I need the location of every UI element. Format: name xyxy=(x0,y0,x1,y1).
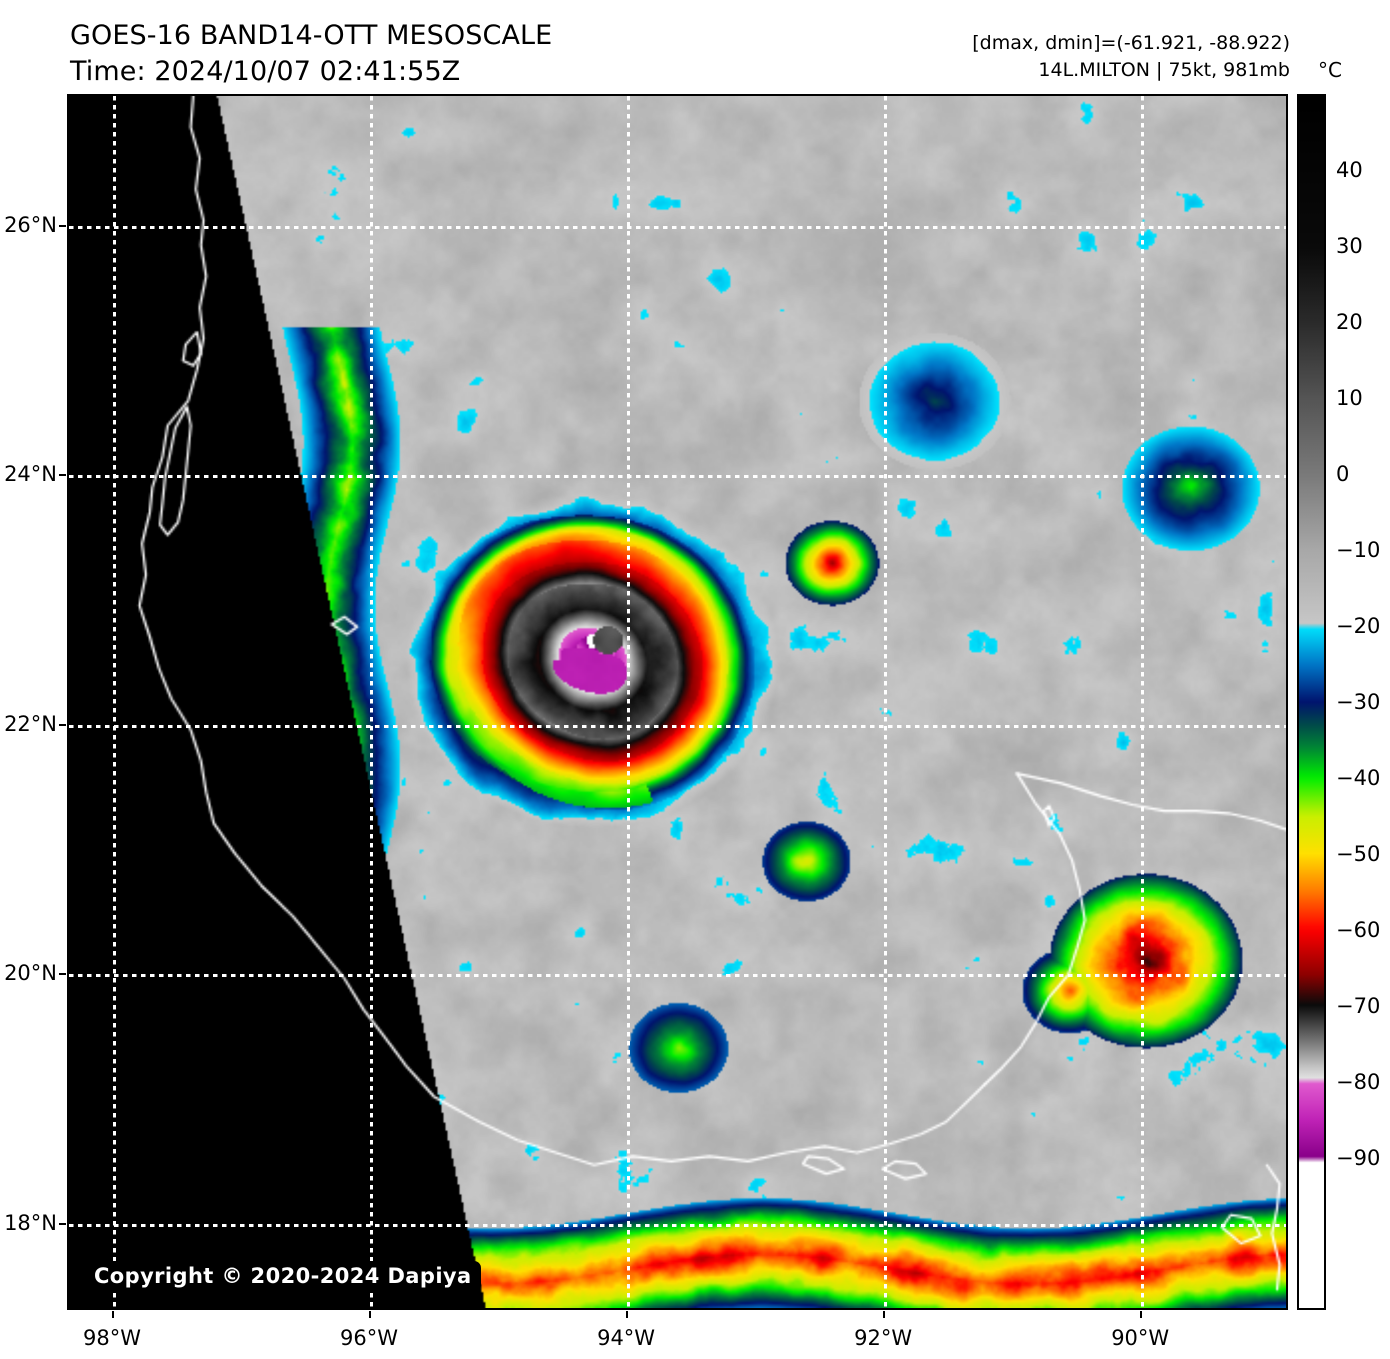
xaxis-tick-label: 98°W xyxy=(82,1326,141,1350)
yaxis-tick-mark xyxy=(59,474,66,477)
colorbar-tick-label: −10 xyxy=(1336,538,1381,562)
yaxis-tick-label: 26°N xyxy=(4,212,57,237)
colorbar-tick-label: 0 xyxy=(1336,462,1350,486)
metadata-block: [dmax, dmin]=(-61.921, -88.922) 14L.MILT… xyxy=(972,30,1290,84)
yaxis-tick-mark xyxy=(59,224,66,227)
xaxis-tick-mark xyxy=(111,1311,114,1318)
colorbar-tick-label: 40 xyxy=(1336,158,1363,182)
satellite-image-panel: Copyright © 2020-2024 Dapiya xyxy=(67,94,1288,1310)
page-title: GOES-16 BAND14-OTT MESOSCALE xyxy=(70,20,553,51)
yaxis-tick-label: 24°N xyxy=(4,462,57,487)
xaxis-tick-mark xyxy=(1140,1311,1143,1318)
colorbar-tick-label: −80 xyxy=(1336,1070,1381,1094)
yaxis-tick-mark xyxy=(59,1222,66,1225)
xaxis-tick-mark xyxy=(369,1311,372,1318)
colorbar-tick-label: −50 xyxy=(1336,842,1381,866)
colorbar-unit-label: °C xyxy=(1318,58,1342,82)
colorbar-tick-label: −90 xyxy=(1336,1146,1381,1170)
xaxis-tick-label: 94°W xyxy=(597,1326,656,1350)
dmax-dmin-label: [dmax, dmin]=(-61.921, -88.922) xyxy=(972,32,1290,54)
colorbar-tick-label: −60 xyxy=(1336,918,1381,942)
colorbar-tick-label: 20 xyxy=(1336,310,1363,334)
xaxis-tick-mark xyxy=(626,1311,629,1318)
colorbar-tick-label: 30 xyxy=(1336,234,1363,258)
xaxis-tick-label: 90°W xyxy=(1111,1326,1170,1350)
xaxis-tick-label: 96°W xyxy=(340,1326,399,1350)
colorbar xyxy=(1297,94,1326,1310)
yaxis-tick-mark xyxy=(59,973,66,976)
colorbar-tick-label: −20 xyxy=(1336,614,1381,638)
colorbar-gradient xyxy=(1299,96,1324,1308)
yaxis-tick-label: 22°N xyxy=(4,711,57,736)
yaxis-tick-label: 18°N xyxy=(4,1210,57,1235)
colorbar-tick-label: −40 xyxy=(1336,766,1381,790)
colorbar-tick-label: −30 xyxy=(1336,690,1381,714)
title-block: GOES-16 BAND14-OTT MESOSCALE Time: 2024/… xyxy=(70,18,552,89)
copyright-badge: Copyright © 2020-2024 Dapiya xyxy=(87,1261,481,1292)
colorbar-tick-label: 10 xyxy=(1336,386,1363,410)
xaxis-tick-label: 92°W xyxy=(854,1326,913,1350)
timestamp-label: Time: 2024/10/07 02:41:55Z xyxy=(70,55,461,87)
satellite-imagery-canvas xyxy=(69,96,1286,1308)
yaxis-tick-label: 20°N xyxy=(4,961,57,986)
yaxis-tick-mark xyxy=(59,723,66,726)
xaxis-tick-mark xyxy=(883,1311,886,1318)
colorbar-tick-label: −70 xyxy=(1336,994,1381,1018)
storm-info-label: 14L.MILTON | 75kt, 981mb xyxy=(1038,58,1290,81)
